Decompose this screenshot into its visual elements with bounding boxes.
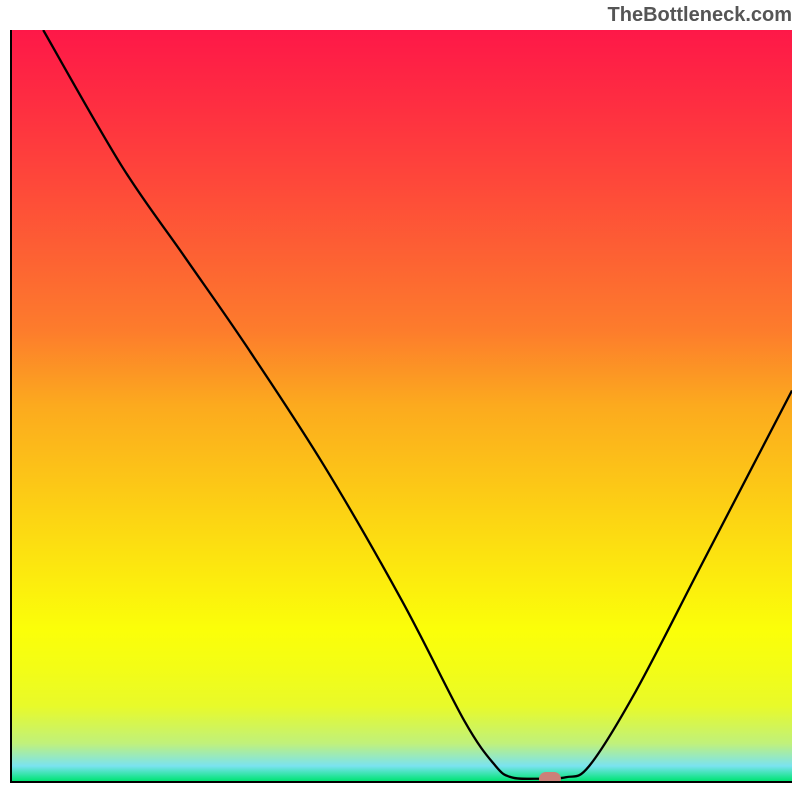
watermark-text: TheBottleneck.com <box>608 4 792 27</box>
plot-area <box>10 30 792 783</box>
bottleneck-curve <box>12 30 792 781</box>
bottleneck-marker <box>539 772 561 783</box>
